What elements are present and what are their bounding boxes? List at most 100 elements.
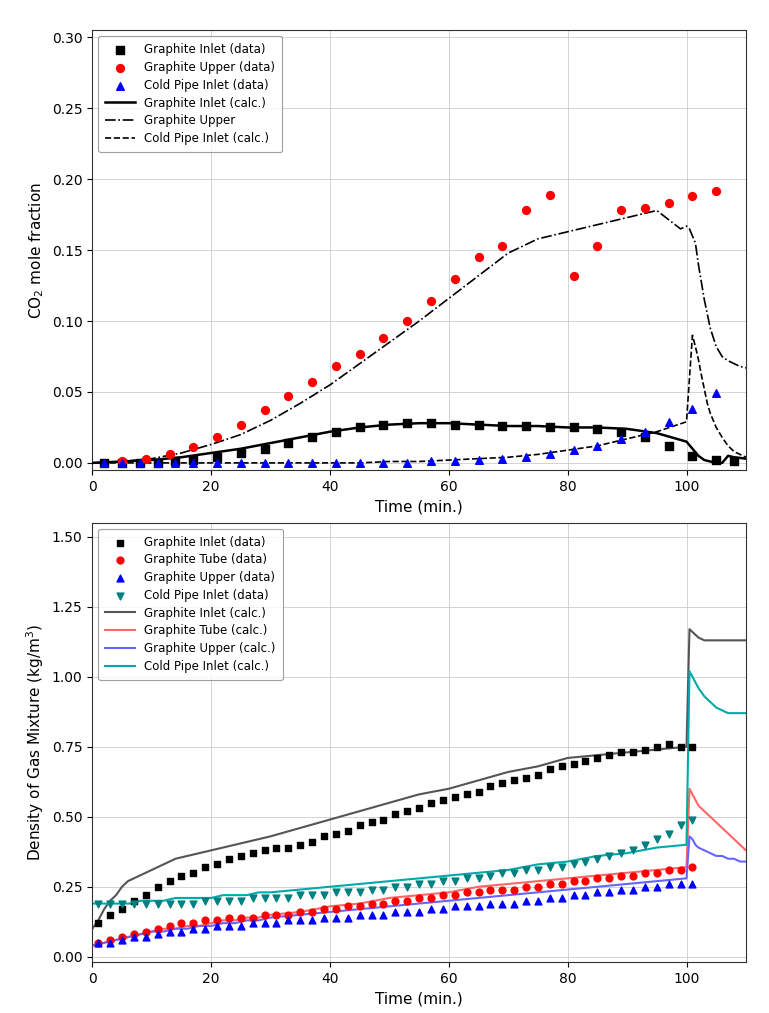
Graphite Tube (data) xyxy=(472,884,484,901)
Graphite Upper (data) xyxy=(532,892,544,909)
Cold Pipe Inlet (data) xyxy=(663,413,675,430)
Graphite Inlet (data) xyxy=(437,792,449,808)
Graphite Upper xyxy=(622,212,631,224)
Line: Graphite Inlet (calc.): Graphite Inlet (calc.) xyxy=(92,629,746,929)
Graphite Inlet (calc.) xyxy=(295,822,305,834)
Cold Pipe Inlet (calc.) xyxy=(295,457,305,469)
Graphite Inlet (calc.) xyxy=(414,788,424,800)
Graphite Inlet (data) xyxy=(187,865,199,881)
Graphite Upper (data) xyxy=(258,915,271,931)
Graphite Upper xyxy=(207,439,216,451)
Graphite Upper (calc.) xyxy=(534,886,543,899)
Graphite Inlet (calc.) xyxy=(724,450,733,462)
Graphite Tube (calc.) xyxy=(622,867,631,879)
Graphite Tube (data) xyxy=(151,921,164,937)
Cold Pipe Inlet (calc.) xyxy=(355,457,365,469)
Graphite Inlet (calc.) xyxy=(147,454,156,466)
Cold Pipe Inlet (data) xyxy=(151,455,164,471)
Graphite Tube (calc.) xyxy=(682,861,691,873)
Graphite Inlet (data) xyxy=(413,800,425,816)
Graphite Upper (calc.) xyxy=(94,938,103,950)
Graphite Upper xyxy=(735,361,744,373)
Graphite Inlet (data) xyxy=(389,806,401,823)
Graphite Tube (calc.) xyxy=(593,869,602,881)
Graphite Inlet (calc.) xyxy=(622,422,631,435)
Graphite Tube (data) xyxy=(627,867,639,883)
Cold Pipe Inlet (data) xyxy=(318,887,330,904)
Graphite Tube (calc.) xyxy=(474,880,483,892)
Graphite Upper (data) xyxy=(306,913,318,929)
Graphite Inlet (data) xyxy=(710,452,722,468)
Cold Pipe Inlet (calc.) xyxy=(504,451,513,463)
Graphite Upper (calc.) xyxy=(171,923,180,935)
Graphite Upper (data) xyxy=(544,186,556,203)
Graphite Upper (data) xyxy=(247,915,259,931)
Graphite Upper (data) xyxy=(413,904,425,920)
Graphite Tube (data) xyxy=(424,889,437,906)
Graphite Upper (data) xyxy=(591,238,604,254)
Graphite Upper (data) xyxy=(187,440,199,456)
Cold Pipe Inlet (calc.) xyxy=(703,397,712,409)
Graphite Tube (calc.) xyxy=(141,927,151,939)
Graphite Upper (calc.) xyxy=(735,855,744,867)
Graphite Inlet (calc.) xyxy=(129,872,138,884)
Graphite Upper (calc.) xyxy=(687,833,697,845)
Cold Pipe Inlet (data) xyxy=(151,895,164,912)
Graphite Upper xyxy=(118,456,127,468)
Cold Pipe Inlet (data) xyxy=(235,892,247,909)
Graphite Upper xyxy=(474,269,483,282)
Cold Pipe Inlet (calc.) xyxy=(105,898,115,910)
Cold Pipe Inlet (data) xyxy=(104,895,116,912)
Graphite Inlet (calc.) xyxy=(295,432,305,444)
Cold Pipe Inlet (data) xyxy=(271,889,283,906)
Graphite Inlet (calc.) xyxy=(593,749,602,761)
Graphite Tube (data) xyxy=(199,913,211,929)
Cold Pipe Inlet (calc.) xyxy=(706,407,715,419)
Graphite Inlet (calc.) xyxy=(218,842,228,854)
Graphite Upper (calc.) xyxy=(325,906,335,918)
Cold Pipe Inlet (calc.) xyxy=(717,432,727,444)
Cold Pipe Inlet (calc.) xyxy=(504,864,513,876)
Graphite Inlet (data) xyxy=(330,423,342,440)
Graphite Upper xyxy=(691,237,700,249)
Graphite Tube (data) xyxy=(258,907,271,923)
Graphite Inlet (calc.) xyxy=(534,420,543,433)
Graphite Tube (calc.) xyxy=(563,872,572,884)
Graphite Upper (calc.) xyxy=(88,939,97,951)
Graphite Tube (calc.) xyxy=(735,839,744,851)
Graphite Inlet (calc.) xyxy=(325,425,335,438)
Graphite Upper (data) xyxy=(211,430,223,446)
Graphite Inlet (data) xyxy=(424,794,437,810)
Graphite Tube (calc.) xyxy=(687,788,697,800)
Graphite Tube (data) xyxy=(544,876,556,892)
Graphite Inlet (calc.) xyxy=(183,850,192,862)
Graphite Tube (calc.) xyxy=(652,864,661,876)
Graphite Upper (data) xyxy=(199,921,211,937)
Graphite Inlet (calc.) xyxy=(474,418,483,431)
Graphite Upper (calc.) xyxy=(682,872,691,884)
Graphite Inlet (calc.) xyxy=(687,626,697,638)
Cold Pipe Inlet (calc.) xyxy=(99,898,108,910)
Graphite Inlet (calc.) xyxy=(141,867,151,879)
Graphite Tube (data) xyxy=(247,910,259,926)
Graphite Upper (data) xyxy=(151,926,164,942)
Cold Pipe Inlet (calc.) xyxy=(711,701,721,713)
Graphite Upper (calc.) xyxy=(730,853,739,865)
Graphite Tube (calc.) xyxy=(207,917,216,929)
Cold Pipe Inlet (data) xyxy=(686,811,698,828)
Cold Pipe Inlet (calc.) xyxy=(355,878,365,890)
Graphite Upper (calc.) xyxy=(105,935,115,947)
Graphite Tube (data) xyxy=(532,878,544,894)
Graphite Tube (data) xyxy=(674,862,687,878)
Graphite Tube (calc.) xyxy=(700,805,709,817)
Graphite Upper (data) xyxy=(579,887,591,904)
Graphite Inlet (calc.) xyxy=(384,796,394,808)
Graphite Inlet (calc.) xyxy=(694,631,703,643)
Graphite Upper (data) xyxy=(591,884,604,901)
Graphite Upper (data) xyxy=(354,907,366,923)
Graphite Inlet (data) xyxy=(98,455,110,471)
Cold Pipe Inlet (calc.) xyxy=(685,372,694,384)
Cold Pipe Inlet (data) xyxy=(378,455,390,471)
Graphite Inlet (data) xyxy=(686,448,698,464)
Graphite Tube (data) xyxy=(365,895,378,912)
